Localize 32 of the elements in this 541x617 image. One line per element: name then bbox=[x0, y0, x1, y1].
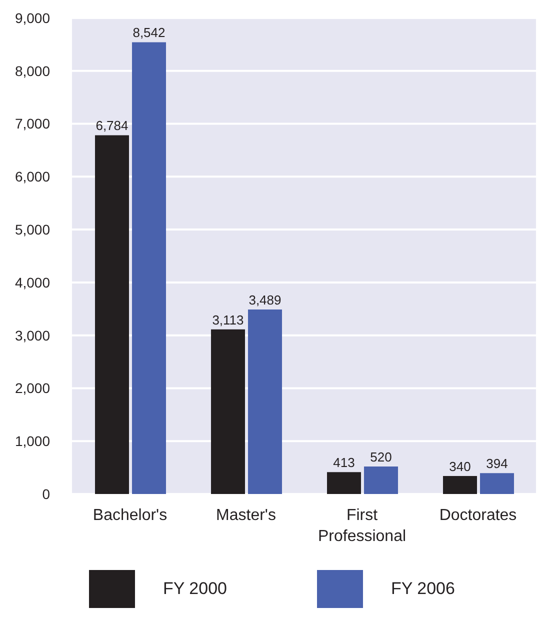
bar bbox=[248, 309, 282, 494]
y-tick-label: 5,000 bbox=[14, 222, 50, 238]
bar bbox=[95, 135, 129, 494]
data-label: 413 bbox=[333, 455, 355, 470]
bar bbox=[327, 472, 361, 494]
bar bbox=[132, 42, 166, 494]
data-label: 6,784 bbox=[96, 118, 128, 134]
data-label: 3,113 bbox=[212, 312, 244, 328]
y-tick-label: 3,000 bbox=[14, 327, 50, 344]
y-tick-label: 2,000 bbox=[14, 380, 50, 396]
x-tick-label: First Professional bbox=[318, 507, 406, 545]
x-tick-label: Bachelor's bbox=[92, 507, 168, 524]
y-tick-label: 0 bbox=[42, 486, 50, 502]
legend-label: FY 2006 bbox=[391, 579, 455, 599]
x-tick-label: Master's bbox=[216, 507, 276, 524]
bar bbox=[211, 329, 245, 494]
bar bbox=[443, 476, 477, 494]
data-label: 340 bbox=[449, 459, 471, 474]
data-label: 8,542 bbox=[132, 25, 166, 40]
data-label: 394 bbox=[486, 456, 508, 472]
y-tick-label: 4,000 bbox=[14, 274, 50, 290]
y-tick-label: 7,000 bbox=[14, 116, 50, 132]
y-tick-label: 9,000 bbox=[14, 10, 50, 26]
y-tick-label: 6,000 bbox=[14, 168, 50, 185]
data-label: 3,489 bbox=[248, 292, 282, 308]
legend-label: FY 2000 bbox=[163, 579, 227, 599]
data-label: 520 bbox=[370, 450, 392, 464]
x-tick-label: Doctorates bbox=[439, 507, 517, 524]
y-tick-label: 1,000 bbox=[14, 433, 50, 450]
bar bbox=[364, 466, 398, 494]
bar bbox=[480, 473, 514, 494]
y-tick-label: 8,000 bbox=[14, 62, 50, 79]
